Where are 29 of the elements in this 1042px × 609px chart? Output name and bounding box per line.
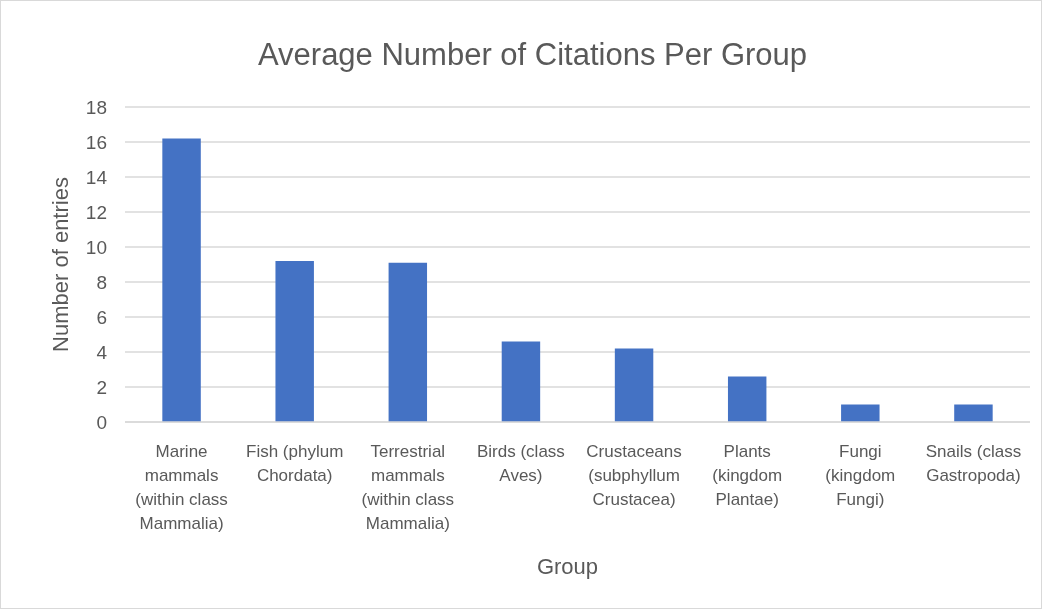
x-tick-label: Fungi (kingdom Fungi) [825,442,896,509]
x-axis-title: Group [536,554,599,579]
bar [388,262,428,422]
x-tick-label: Crustaceans (subphyllum Crustacea) [586,442,682,509]
chart-title: Average Number of Citations Per Group [257,37,808,72]
y-tick-label: 14 [85,166,108,188]
y-tick-label: 16 [85,131,107,153]
y-tick-label: 0 [96,411,107,433]
y-tick-label: 4 [96,341,108,363]
bar [954,404,993,422]
bar [275,261,314,422]
x-tick-label: Terrestrial mammals (within class Mammalia) [361,442,455,533]
y-axis-title: Number of entries [48,177,73,352]
bar [727,376,767,422]
bar [501,341,541,422]
y-tick-label: 8 [96,271,107,293]
x-tick-label: Birds (class Aves) [477,442,565,485]
bar [162,138,201,422]
x-tick-label: Fish (phylum Chordata) [246,442,344,485]
x-tick-label: Marine mammals (within class Mammalia) [135,442,228,533]
y-tick-label: 6 [96,306,107,328]
x-tick-label: Snails (class Gastropoda) [925,442,1022,485]
bar [614,348,654,422]
x-tick-label: Plants (kingdom Plantae) [712,442,783,509]
bar [841,404,880,422]
y-tick-label: 18 [85,96,107,118]
y-tick-label: 2 [96,376,107,398]
y-tick-label: 10 [85,236,107,258]
y-tick-label: 12 [85,201,107,223]
